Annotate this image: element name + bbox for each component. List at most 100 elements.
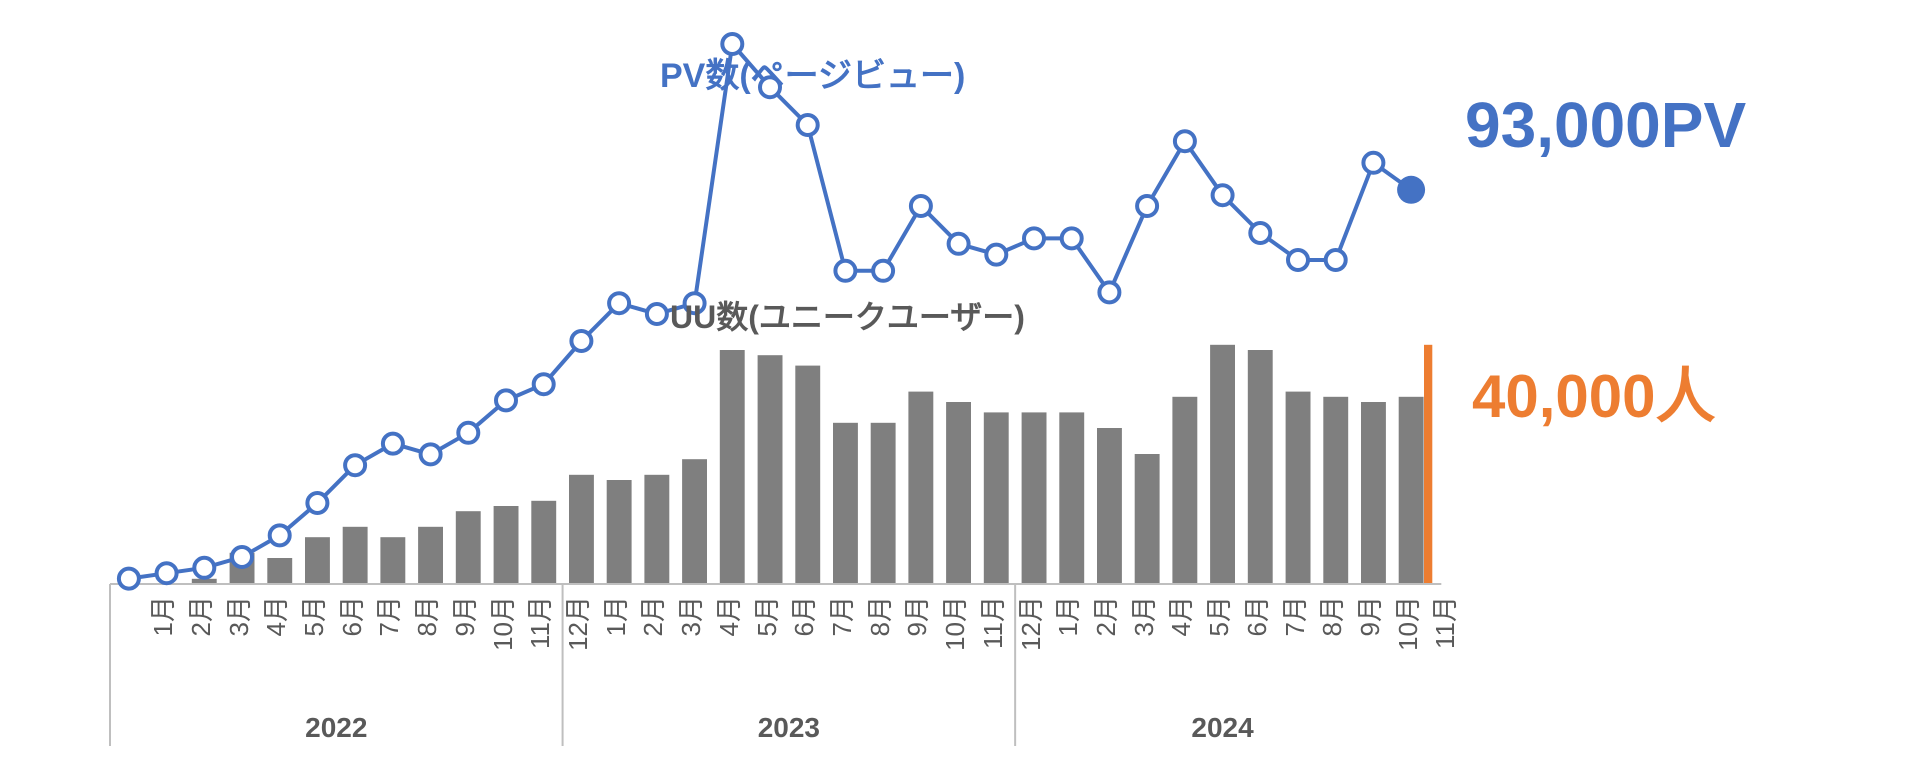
month-label: 9月 — [445, 596, 482, 636]
pv-marker — [1250, 223, 1270, 243]
uu-bar — [984, 412, 1009, 584]
pv-marker — [798, 115, 818, 135]
uu-bar — [1210, 345, 1235, 584]
pv-marker — [873, 261, 893, 281]
uu-bar — [1172, 397, 1197, 584]
pv-marker — [458, 423, 478, 443]
pv-marker — [1213, 185, 1233, 205]
pv-marker — [949, 234, 969, 254]
month-label: 8月 — [1312, 596, 1349, 636]
pv-uu-combo-chart: PV数(ページビュー) UU数(ユニークユーザー) 93,000PV 40,00… — [0, 0, 1920, 773]
pv-marker — [345, 455, 365, 475]
pv-marker — [609, 293, 629, 313]
month-label: 4月 — [709, 596, 746, 636]
pv-marker — [194, 558, 214, 578]
pv-marker — [911, 196, 931, 216]
pv-marker — [1326, 250, 1346, 270]
pv-marker — [571, 331, 591, 351]
month-label: 5月 — [1199, 596, 1236, 636]
uu-bar — [569, 475, 594, 584]
month-label: 7月 — [369, 596, 406, 636]
uu-bar — [1323, 397, 1348, 584]
uu-bar — [833, 423, 858, 584]
uu-bar — [871, 423, 896, 584]
month-label: 3月 — [219, 596, 256, 636]
month-label: 11月 — [1425, 596, 1462, 649]
month-label: 1月 — [596, 596, 633, 636]
month-label: 1月 — [143, 596, 180, 636]
uu-bar — [343, 527, 368, 584]
pv-marker — [307, 493, 327, 513]
month-label: 3月 — [1124, 596, 1161, 636]
pv-marker — [270, 525, 290, 545]
year-label: 2024 — [1191, 712, 1253, 744]
uu-bar — [456, 511, 481, 584]
uu-bar — [795, 366, 820, 584]
month-label: 12月 — [1011, 596, 1048, 651]
uu-bar — [1399, 397, 1424, 584]
pv-marker — [157, 563, 177, 583]
pv-marker — [421, 444, 441, 464]
uu-bar — [607, 480, 632, 584]
uu-bar — [418, 527, 443, 584]
month-label: 10月 — [935, 596, 972, 651]
pv-callout-value: 93,000PV — [1465, 88, 1746, 162]
month-label: 9月 — [1350, 596, 1387, 636]
month-label: 5月 — [294, 596, 331, 636]
month-label: 11月 — [520, 596, 557, 649]
pv-marker — [1363, 153, 1383, 173]
month-label: 7月 — [1275, 596, 1312, 636]
pv-marker — [119, 569, 139, 589]
uu-bar — [380, 537, 405, 584]
pv-marker — [835, 261, 855, 281]
uu-bar — [1286, 392, 1311, 584]
uu-bar-current — [1424, 345, 1432, 584]
pv-marker — [647, 304, 667, 324]
uu-bar — [494, 506, 519, 584]
pv-series-label: PV数(ページビュー) — [660, 48, 965, 97]
month-label: 1月 — [1048, 596, 1085, 636]
month-label: 2月 — [633, 596, 670, 636]
year-label: 2023 — [758, 712, 820, 744]
uu-bar — [682, 459, 707, 584]
pv-marker — [1137, 196, 1157, 216]
uu-bar — [1022, 412, 1047, 584]
month-label: 2月 — [181, 596, 218, 636]
month-label: 12月 — [558, 596, 595, 651]
month-label: 2月 — [1086, 596, 1123, 636]
month-label: 10月 — [1388, 596, 1425, 651]
month-label: 3月 — [671, 596, 708, 636]
month-label: 6月 — [332, 596, 369, 636]
uu-callout-value: 40,000人 — [1472, 348, 1716, 435]
pv-marker — [1288, 250, 1308, 270]
uu-bar — [1097, 428, 1122, 584]
uu-bar — [531, 501, 556, 584]
year-label: 2022 — [305, 712, 367, 744]
month-label: 5月 — [747, 596, 784, 636]
pv-marker — [1062, 228, 1082, 248]
pv-marker — [1099, 282, 1119, 302]
month-label: 11月 — [973, 596, 1010, 649]
month-label: 7月 — [822, 596, 859, 636]
uu-bar — [758, 355, 783, 584]
uu-bar — [305, 537, 330, 584]
month-label: 6月 — [1237, 596, 1274, 636]
pv-marker — [534, 374, 554, 394]
pv-marker — [496, 390, 516, 410]
month-label: 6月 — [784, 596, 821, 636]
uu-bar — [1135, 454, 1160, 584]
pv-marker-current — [1397, 176, 1425, 204]
uu-bar — [1361, 402, 1386, 584]
month-label: 4月 — [256, 596, 293, 636]
month-label: 4月 — [1161, 596, 1198, 636]
uu-bar — [267, 558, 292, 584]
pv-marker — [1175, 131, 1195, 151]
uu-series-label: UU数(ユニークユーザー) — [670, 292, 1025, 338]
month-label: 9月 — [897, 596, 934, 636]
uu-bar — [644, 475, 669, 584]
month-label: 10月 — [483, 596, 520, 651]
pv-marker — [986, 245, 1006, 265]
pv-marker — [1024, 228, 1044, 248]
uu-bar — [908, 392, 933, 584]
pv-marker — [232, 547, 252, 567]
